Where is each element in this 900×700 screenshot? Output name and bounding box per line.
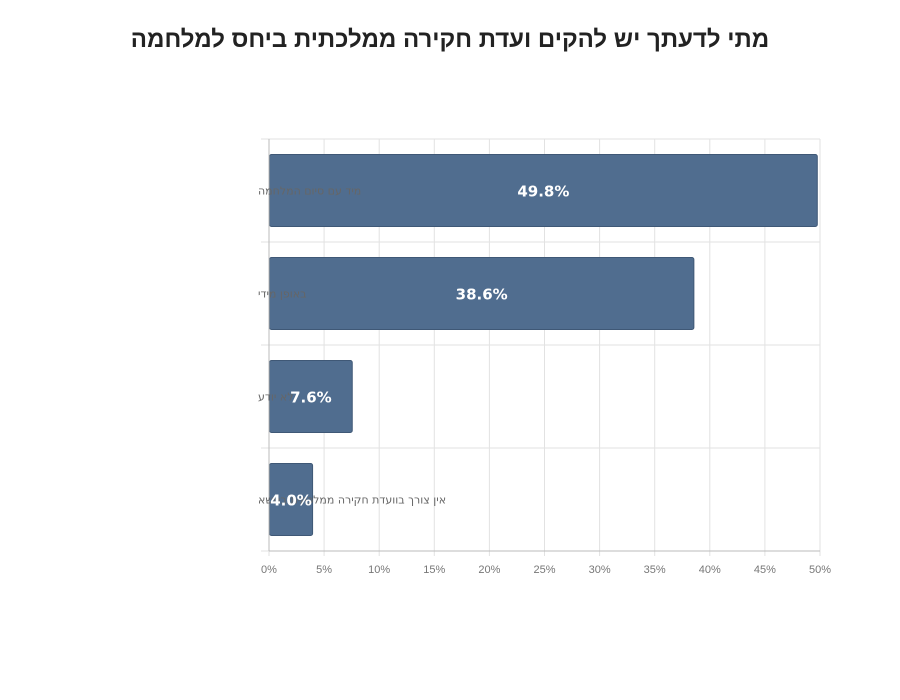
x-tick-label: 5% <box>316 564 332 576</box>
labels: 0% 5% 10% 15% 20% 25% 30% 35% 40% 45% 50% מיד עם סי… <box>258 183 831 577</box>
category-label: מיד עם סיום המלחמה <box>258 185 361 198</box>
x-tick-label: 50% <box>809 564 831 576</box>
data-label: 4.0% <box>270 492 312 510</box>
x-tick-label: 45% <box>754 564 776 576</box>
x-tick-label: 25% <box>533 564 555 576</box>
x-tick-label: 15% <box>423 564 445 576</box>
x-tick-label: 35% <box>644 564 666 576</box>
x-tick-label: 30% <box>589 564 611 576</box>
x-tick-label: 10% <box>368 564 390 576</box>
category-label: באופן מידי <box>258 288 306 301</box>
x-tick-label: 20% <box>478 564 500 576</box>
data-label: 7.6% <box>290 389 332 407</box>
axes <box>268 139 820 552</box>
x-tick-label: 0% <box>261 564 277 576</box>
x-tick-label: 40% <box>699 564 721 576</box>
data-label: 49.8% <box>517 183 569 201</box>
chart-title: מתי לדעתך יש להקים ועדת חקירה ממלכתית בי… <box>130 26 770 53</box>
category-label: אין צורך בוועדת חקירה ממלכתית בנושא <box>258 494 446 507</box>
bars <box>269 154 818 536</box>
data-label: 38.6% <box>456 286 508 304</box>
category-label: לא יודע <box>258 391 293 404</box>
